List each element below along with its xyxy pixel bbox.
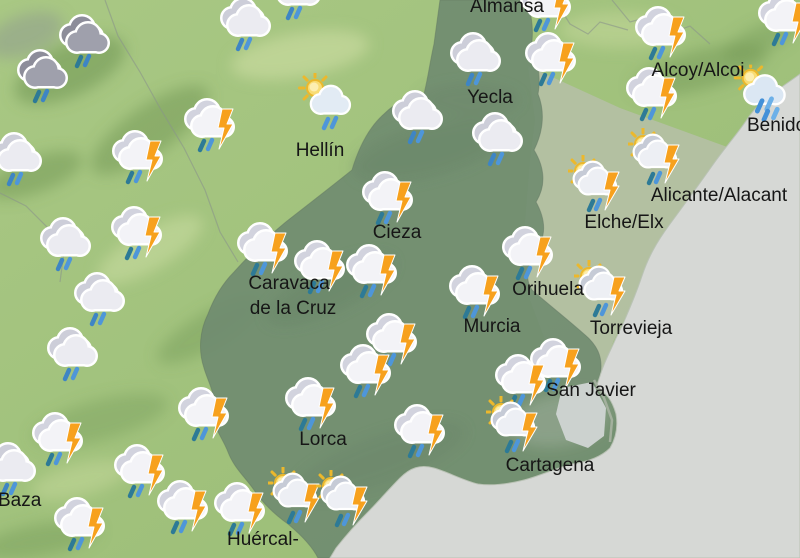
- city-label-benidorm: Benidorm: [747, 115, 800, 136]
- city-label-torrevieja: Torrevieja: [590, 318, 673, 339]
- city-label-baza: Baza: [0, 490, 42, 511]
- city-label-murcia: Murcia: [463, 316, 520, 337]
- city-label-cartagena: Cartagena: [506, 455, 595, 476]
- city-label-yecla: Yecla: [467, 87, 513, 108]
- city-label-caravaca: Caravaca: [248, 273, 330, 294]
- city-label-san-javier: San Javier: [546, 380, 636, 401]
- city-label-elche-elx: Elche/Elx: [584, 212, 664, 233]
- city-label-cieza: Cieza: [373, 222, 422, 243]
- city-label-lorca: Lorca: [299, 429, 347, 450]
- la-manga-strip: [592, 379, 614, 443]
- mar-menor-lagoon: [556, 382, 606, 448]
- city-label-de-la-cruz: de la Cruz: [250, 298, 337, 319]
- city-label-huércal-: Huércal-: [227, 529, 299, 550]
- city-label-alcoy-alcoi: Alcoy/Alcoi: [652, 60, 745, 81]
- sea: [329, 73, 800, 558]
- city-label-hellín: Hellín: [296, 140, 345, 161]
- city-label-almansa: Almansa: [470, 0, 544, 17]
- city-label-alicante-alacant: Alicante/Alacant: [651, 185, 788, 206]
- city-label-orihuela: Orihuela: [512, 279, 584, 300]
